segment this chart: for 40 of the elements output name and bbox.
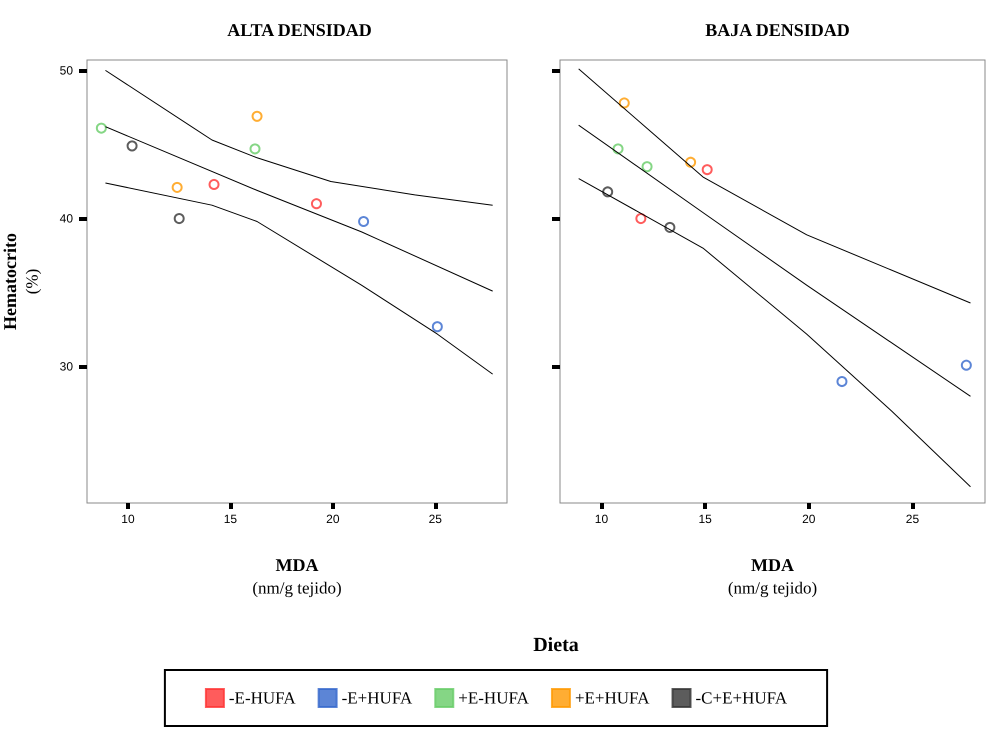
y-tick-label: 40 — [60, 212, 74, 226]
x-tick-label: 10 — [121, 512, 135, 526]
point — [960, 360, 972, 371]
x-tick-label: 20 — [326, 512, 340, 526]
point — [358, 216, 370, 227]
x-tick-label: 15 — [698, 512, 712, 526]
legend-title: Dieta — [533, 634, 579, 656]
point — [642, 161, 653, 172]
x-tick-label: 20 — [802, 512, 816, 526]
legend-label: +E-HUFA — [458, 688, 530, 708]
legend-label: +E+HUFA — [574, 688, 650, 708]
x-tick-label: 10 — [594, 512, 608, 526]
x-tick-label: 25 — [428, 512, 442, 526]
point — [174, 213, 185, 224]
y-tick-label: 50 — [60, 63, 74, 78]
point — [310, 198, 322, 210]
legend-label: -E-HUFA — [228, 688, 296, 708]
point — [635, 213, 646, 224]
x-axis-title: MDA (nm/g tejido) — [728, 555, 818, 598]
legend-label: -C+E+HUFA — [696, 688, 788, 708]
point — [702, 164, 713, 176]
y-tick-label: 30 — [60, 360, 74, 374]
point — [208, 178, 220, 190]
x-tick-label: 25 — [906, 512, 920, 526]
chart-title: ALTA DENSIDAD — [227, 20, 372, 40]
y-axis-title: Hematocrito (%) — [0, 233, 42, 330]
point — [618, 97, 630, 108]
point — [252, 110, 263, 122]
line-series — [104, 182, 494, 375]
point — [96, 122, 107, 134]
point — [126, 140, 138, 152]
chart-title: BAJA DENSIDAD — [705, 20, 850, 40]
point — [250, 143, 260, 154]
point — [432, 321, 443, 332]
x-axis-title: MDA (nm/g tejido) — [252, 555, 342, 598]
legend-label: -E+HUFA — [342, 688, 414, 708]
line-series — [104, 70, 494, 206]
x-tick-label: 15 — [224, 512, 238, 526]
point — [836, 376, 848, 388]
point — [172, 182, 183, 193]
